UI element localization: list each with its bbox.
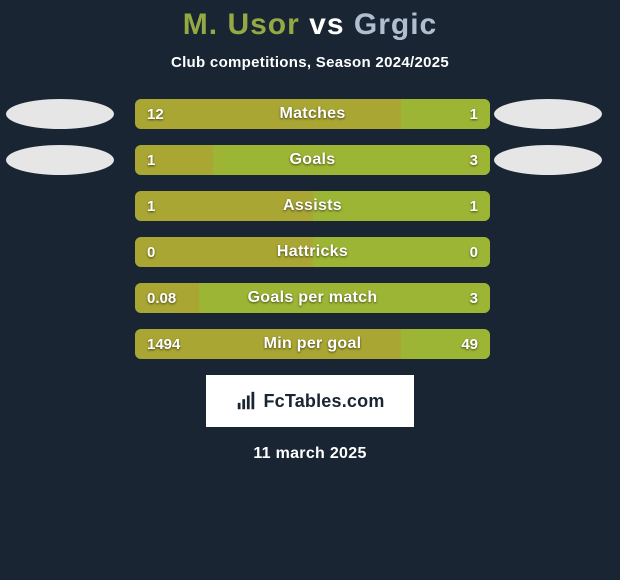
stat-bar-left [135,237,313,267]
stat-bar-left [135,329,401,359]
stat-bar-right [199,283,490,313]
avatar-player1 [6,99,114,129]
stat-bar-right [401,99,490,129]
title-player2: Grgic [354,8,437,41]
date: 11 march 2025 [0,445,620,463]
comparison-card: M. Usor vs Grgic Club competitions, Seas… [0,0,620,580]
stat-bar-left [135,191,313,221]
stat-row: 0.08Goals per match3 [0,283,620,313]
stats-rows: 12Matches1 1Goals3 1Assists1 0Hattricks0 0.0… [0,99,620,359]
stat-row: 12Matches1 [0,99,620,129]
stat-bar-right [213,145,490,175]
bar-chart-icon [235,390,257,412]
subtitle: Club competitions, Season 2024/2025 [0,54,620,71]
stat-bar-track: 0Hattricks0 [135,237,490,267]
stat-bar-left [135,99,401,129]
page-title: M. Usor vs Grgic [0,8,620,42]
stat-bar-right [313,237,491,267]
avatar-player2 [494,99,602,129]
stat-row: 1Goals3 [0,145,620,175]
title-player1: M. Usor [183,8,300,41]
stat-row: 0Hattricks0 [0,237,620,267]
footer-logo: FcTables.com [206,375,414,427]
footer-logo-text: FcTables.com [263,391,384,412]
stat-bar-left [135,145,213,175]
stat-bar-track: 1Goals3 [135,145,490,175]
stat-bar-right [401,329,490,359]
stat-row: 1494Min per goal49 [0,329,620,359]
title-vs: vs [309,8,344,41]
stat-bar-track: 12Matches1 [135,99,490,129]
stat-bar-right [313,191,491,221]
avatar-player2 [494,145,602,175]
stat-bar-track: 0.08Goals per match3 [135,283,490,313]
stat-row: 1Assists1 [0,191,620,221]
stat-bar-track: 1494Min per goal49 [135,329,490,359]
stat-bar-track: 1Assists1 [135,191,490,221]
avatar-player1 [6,145,114,175]
stat-bar-left [135,283,199,313]
